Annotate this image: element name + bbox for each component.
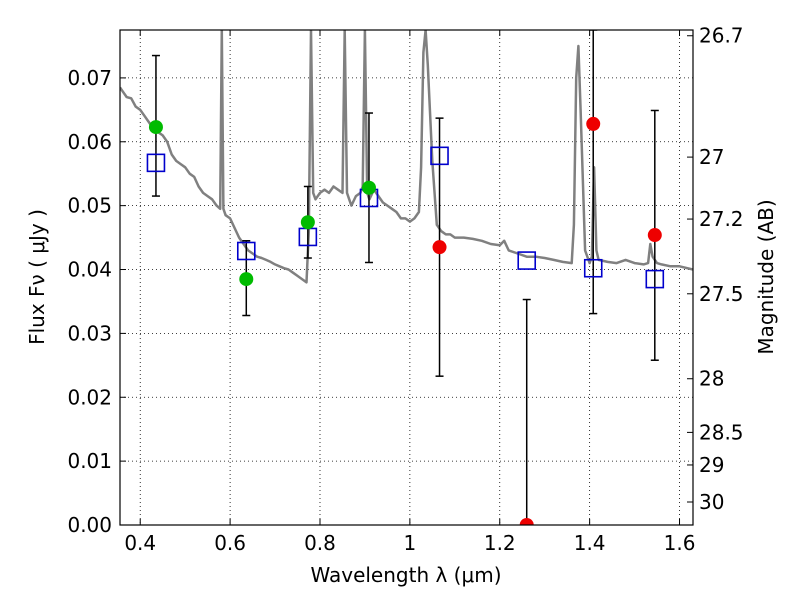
x-tick-label: 1 <box>404 531 417 555</box>
model-flux-square <box>583 258 603 278</box>
x-tick-label: 1.2 <box>484 531 516 555</box>
y-tick-label: 0.03 <box>67 321 112 345</box>
plot-frame <box>119 29 694 526</box>
plot-data <box>120 30 693 525</box>
x-tick-label: 0.4 <box>124 531 156 555</box>
y-tick-label: 0.05 <box>67 194 112 218</box>
model-flux-square <box>236 241 256 261</box>
observed-flux-point <box>647 228 662 243</box>
y-tick-label: 0.07 <box>67 66 112 90</box>
model-flux-square <box>146 153 166 173</box>
grid <box>120 30 693 526</box>
x-tick-label: 1.6 <box>664 531 696 555</box>
model-flux-square <box>430 146 449 166</box>
observed-flux-point <box>432 240 447 255</box>
y-tick-label: 0.06 <box>67 130 112 154</box>
y-tick-label: 0.04 <box>67 258 112 282</box>
x-tick-label: 0.6 <box>214 531 246 555</box>
right-tick-label: 26.7 <box>699 24 744 48</box>
model-flux-square <box>517 251 537 270</box>
observed-flux-point <box>519 518 534 525</box>
observed-flux-point <box>586 116 601 131</box>
y-tick-label: 0.02 <box>67 385 112 409</box>
observed-flux-point <box>300 215 315 230</box>
x-axis-label: Wavelength λ (μm) <box>310 563 501 587</box>
right-tick-label: 27 <box>699 145 724 169</box>
axis-ticks: 0.4 0.6 0.8 1 1.2 1.4 1.6 0.00 0.01 0.02 0.03 0.04 0… <box>67 24 743 555</box>
model-flux-square <box>645 269 665 289</box>
right-tick-label: 28 <box>699 367 724 391</box>
observed-flux-point <box>239 272 254 287</box>
observed-flux-point <box>148 120 163 135</box>
observed-flux-point <box>361 180 376 195</box>
y-tick-label: 0.00 <box>67 513 112 537</box>
right-tick-label: 27.5 <box>699 282 744 306</box>
x-tick-label: 0.8 <box>304 531 336 555</box>
y-tick-label: 0.01 <box>67 449 112 473</box>
y-axis-label: Flux Fν ( μJy ) <box>25 209 49 345</box>
right-tick-label: 30 <box>699 490 724 514</box>
right-axis-label: Magnitude (AB) <box>754 199 778 354</box>
right-tick-label: 29 <box>699 453 724 477</box>
right-tick-label: 27.2 <box>699 207 744 231</box>
right-tick-label: 28.5 <box>699 420 744 444</box>
x-tick-label: 1.4 <box>574 531 606 555</box>
